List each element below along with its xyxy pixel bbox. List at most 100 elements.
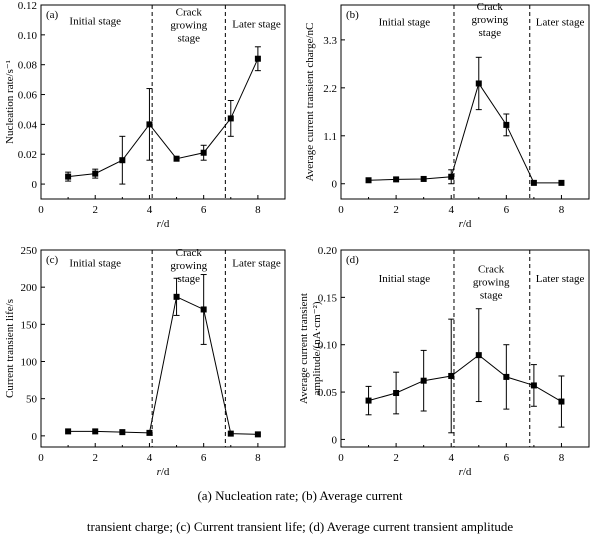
- data-point: [65, 173, 72, 180]
- x-tick-label: 4: [448, 452, 454, 464]
- x-tick-label: 8: [255, 204, 261, 216]
- data-point: [65, 428, 72, 435]
- series-line: [68, 58, 259, 178]
- data-point: [254, 55, 261, 62]
- x-axis-label: r/d: [157, 466, 170, 478]
- x-tick-label: 8: [559, 204, 565, 216]
- stage-label: Later stage: [232, 18, 281, 30]
- x-tick-label: 2: [92, 204, 98, 216]
- data-point: [503, 121, 510, 128]
- y-tick-label: 0.10: [18, 30, 38, 42]
- stage-label: Later stage: [536, 16, 585, 28]
- x-tick-label: 0: [338, 452, 344, 464]
- data-point: [393, 176, 400, 183]
- data-point: [200, 306, 207, 313]
- caption-line-2: transient charge; (c) Current transient …: [86, 519, 514, 534]
- stage-label: Initial stage: [69, 15, 121, 27]
- data-point: [420, 175, 427, 182]
- figure: 0 2 4 6 8 0 0.02 0.04 0.06 0.08 0.10 0.12 r/d Nucleat…: [4, 0, 590, 478]
- x-tick-label: 2: [92, 452, 98, 464]
- x-tick-label: 4: [147, 452, 153, 464]
- panel-label: (b): [346, 9, 359, 21]
- data-point: [365, 177, 372, 184]
- x-tick-label: 6: [201, 204, 207, 216]
- data-point: [448, 372, 455, 379]
- y-tick-label: 0.20: [318, 245, 338, 257]
- x-axis-label: r/d: [157, 218, 170, 230]
- y-tick-label: 250: [21, 245, 38, 257]
- data-point: [254, 431, 261, 438]
- plot-frame: [40, 249, 286, 448]
- stage-label: Crack growing stage: [170, 247, 207, 285]
- stage-label: Later stage: [232, 257, 281, 269]
- data-point: [119, 429, 126, 436]
- series-line: [368, 354, 562, 402]
- y-tick-label: 50: [26, 394, 38, 406]
- x-tick-label: 8: [255, 452, 261, 464]
- data-point: [200, 149, 207, 156]
- data-point: [530, 179, 537, 186]
- y-tick-label: 150: [21, 319, 38, 331]
- data-point: [365, 397, 372, 404]
- y-tick-label: 0.05: [318, 387, 338, 399]
- y-tick-label: 0.08: [18, 60, 38, 72]
- y-axis-label: Nucleation rate/s⁻¹: [4, 60, 16, 144]
- data-point: [92, 428, 99, 435]
- chart-panel-4: 0 2 4 6 8 0 0.05 0.10 0.15 0.20 r/d Average current…: [298, 245, 590, 478]
- data-point: [173, 155, 180, 162]
- plot-frame: [340, 4, 590, 200]
- panel-label: (a): [46, 9, 59, 21]
- data-point: [475, 352, 482, 359]
- data-point: [448, 173, 455, 180]
- series-line: [368, 82, 562, 184]
- data-point: [475, 80, 482, 87]
- x-axis-label: r/d: [459, 218, 472, 230]
- x-tick-label: 2: [393, 452, 399, 464]
- data-point: [227, 430, 234, 437]
- data-point: [227, 115, 234, 122]
- series-line: [68, 296, 258, 435]
- panel-label: (c): [46, 254, 59, 266]
- plot-frame: [340, 249, 590, 448]
- y-tick-label: 0: [32, 431, 38, 443]
- data-point: [530, 382, 537, 389]
- y-tick-label: 0.10: [318, 340, 338, 352]
- data-point: [173, 293, 180, 300]
- x-tick-label: 6: [504, 204, 510, 216]
- data-point: [558, 179, 565, 186]
- y-tick-label: 0: [32, 179, 38, 191]
- data-point: [503, 373, 510, 380]
- data-point: [119, 157, 126, 164]
- chart-panel-2: 0 2 4 6 8 0 1.1 2.2 3.3 r/d Average current transi…: [304, 1, 590, 230]
- y-tick-label: 0.02: [18, 149, 37, 161]
- chart-panel-3: 0 2 4 6 8 0 50 100 150 200 250 r/d Current transient…: [4, 245, 286, 478]
- y-tick-label: 0: [332, 179, 338, 191]
- data-point: [146, 121, 153, 128]
- x-tick-label: 4: [147, 204, 153, 216]
- stage-label: Initial stage: [379, 273, 431, 285]
- stage-label: Crack growing stage: [471, 1, 508, 39]
- data-point: [420, 377, 427, 384]
- panel-label: (d): [346, 254, 359, 266]
- data-point: [393, 390, 400, 397]
- y-axis-label: Average current transient charge/nC: [304, 23, 316, 182]
- y-tick-label: 0.15: [318, 292, 338, 304]
- data-point: [146, 429, 153, 436]
- caption-line-1: (a) Nucleation rate; (b) Average current: [197, 488, 403, 503]
- stage-label: Initial stage: [379, 16, 431, 28]
- x-tick-label: 2: [393, 204, 399, 216]
- y-tick-label: 0.04: [18, 119, 38, 131]
- stage-label: Crack growing stage: [473, 264, 510, 302]
- y-tick-label: 1.1: [323, 131, 337, 143]
- stage-label: Later stage: [536, 273, 585, 285]
- x-tick-label: 4: [448, 204, 454, 216]
- stage-label: Crack growing stage: [170, 6, 207, 44]
- stage-label: Initial stage: [69, 257, 121, 269]
- y-tick-label: 0.06: [18, 90, 38, 102]
- y-axis-label: Average current transientamplitude/(nA·c…: [298, 293, 323, 404]
- x-tick-label: 0: [38, 452, 44, 464]
- chart-panel-1: 0 2 4 6 8 0 0.02 0.04 0.06 0.08 0.10 0.12 r/d Nucleat…: [4, 0, 286, 230]
- x-axis-label: r/d: [459, 466, 472, 478]
- y-tick-label: 3.3: [323, 35, 337, 47]
- plot-frame: [40, 4, 286, 200]
